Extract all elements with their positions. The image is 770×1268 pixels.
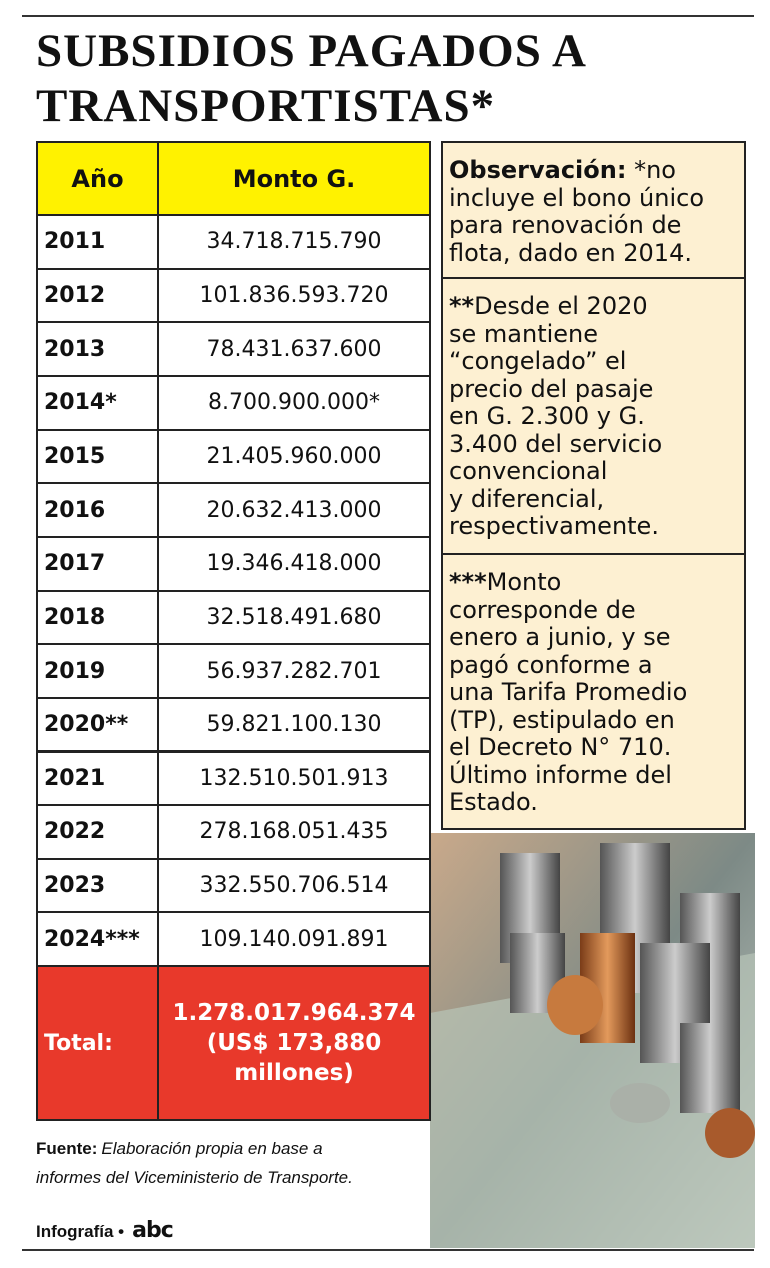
header-cell: Monto G. <box>157 141 431 216</box>
header-cell: Año <box>36 141 159 216</box>
note-text: Desde el 2020 <box>474 292 648 320</box>
credit-text: Infografía • <box>36 1222 125 1241</box>
amount-cell: 78.431.637.600 <box>157 321 431 377</box>
note-line: 3.400 del servicio <box>449 429 663 458</box>
note-line: precio del pasaje <box>449 374 654 403</box>
year-cell: 2023 <box>36 857 159 914</box>
amount-cell: 101.836.593.720 <box>157 267 431 324</box>
note-line: incluye el bono único <box>449 183 705 212</box>
brand-logo: abc <box>132 1218 174 1243</box>
source: Fuente: Elaboración propia en base a <box>36 1134 323 1164</box>
note-text: *no <box>626 156 676 184</box>
note-line: Último informe del <box>449 760 672 789</box>
note-line: **Desde el 2020 <box>449 292 738 321</box>
amount-cell: 109.140.091.891 <box>157 911 431 968</box>
note-line: ***Monto <box>449 568 738 597</box>
amount-cell: 278.168.051.435 <box>157 804 431 860</box>
amount-cell: 20.632.413.000 <box>157 482 431 538</box>
year-cell: 2014* <box>36 374 159 431</box>
total-value-line: (US$ 173,880 <box>206 1030 382 1057</box>
note-lead: Observación: <box>449 156 627 184</box>
note-line: una Tarifa Promedio <box>449 678 688 706</box>
year-cell: 2011 <box>36 214 159 270</box>
amount-cell: 132.510.501.913 <box>157 750 431 807</box>
amount-cell: 8.700.900.000* <box>157 374 431 431</box>
amount-cell: 21.405.960.000 <box>157 428 431 485</box>
source-text: informes del Viceministerio de Transport… <box>36 1168 353 1187</box>
year-cell: 2012 <box>36 267 159 324</box>
source-text: Elaboración propia en base a <box>101 1139 323 1158</box>
coins-photo <box>430 833 755 1248</box>
year-cell: 2016 <box>36 482 159 538</box>
note-line: convencional <box>449 457 608 485</box>
note-line: pagó conforme a <box>449 650 653 679</box>
year-cell: 2017 <box>36 535 159 592</box>
year-cell: 2019 <box>36 643 159 699</box>
total-value-line: millones) <box>234 1060 354 1087</box>
bottom-rule <box>22 1249 754 1251</box>
credit: Infografía • abc <box>36 1216 174 1247</box>
amount-cell: 56.937.282.701 <box>157 643 431 699</box>
note-line: corresponde de <box>449 595 636 624</box>
year-cell: 2022 <box>36 804 159 860</box>
note-box: Observación: *no incluye el bono único par… <box>441 141 746 279</box>
year-cell: 2018 <box>36 589 159 646</box>
note-line: se mantiene <box>449 319 599 348</box>
amount-cell: 332.550.706.514 <box>157 857 431 914</box>
note-line: el Decreto N° 710. <box>449 733 672 761</box>
amount-cell: 34.718.715.790 <box>157 214 431 270</box>
total-value-line: 1.278.017.964.374 <box>172 1000 416 1027</box>
amount-cell: 32.518.491.680 <box>157 589 431 646</box>
source-label: Fuente: <box>36 1139 98 1158</box>
amount-cell: 59.821.100.130 <box>157 696 431 753</box>
note-line: y diferencial, <box>449 484 605 513</box>
note-line: enero a junio, y se <box>449 623 671 651</box>
note-box: **Desde el 2020 se mantiene “congelado” el… <box>441 277 746 555</box>
note-line: Estado. <box>449 788 538 816</box>
year-cell: 2021 <box>36 750 159 807</box>
total-value: 1.278.017.964.374 (US$ 173,880 millones) <box>157 965 431 1121</box>
note-lead: ** <box>449 292 475 320</box>
note-lead: *** <box>449 568 487 596</box>
note-line: flota, dado en 2014. <box>449 238 692 267</box>
title-line: TRANSPORTISTAS* <box>36 80 496 132</box>
amount-cell: 19.346.418.000 <box>157 535 431 592</box>
note-line: para renovación de <box>449 211 682 239</box>
note-line: “congelado” el <box>449 347 627 375</box>
note-line: respectivamente. <box>449 512 659 540</box>
top-rule <box>22 15 754 17</box>
year-cell: 2024*** <box>36 911 159 968</box>
note-line: Observación: *no <box>449 156 738 185</box>
year-cell: 2013 <box>36 321 159 377</box>
note-line: en G. 2.300 y G. <box>449 402 645 430</box>
year-cell: 2020** <box>36 696 159 753</box>
note-box: ***Monto corresponde de enero a junio, y s… <box>441 553 746 830</box>
total-label: Total: <box>36 965 159 1121</box>
year-cell: 2015 <box>36 428 159 485</box>
title-line: SUBSIDIOS PAGADOS A <box>36 25 587 77</box>
note-line: (TP), estipulado en <box>449 705 675 734</box>
note-text: Monto <box>486 568 562 596</box>
